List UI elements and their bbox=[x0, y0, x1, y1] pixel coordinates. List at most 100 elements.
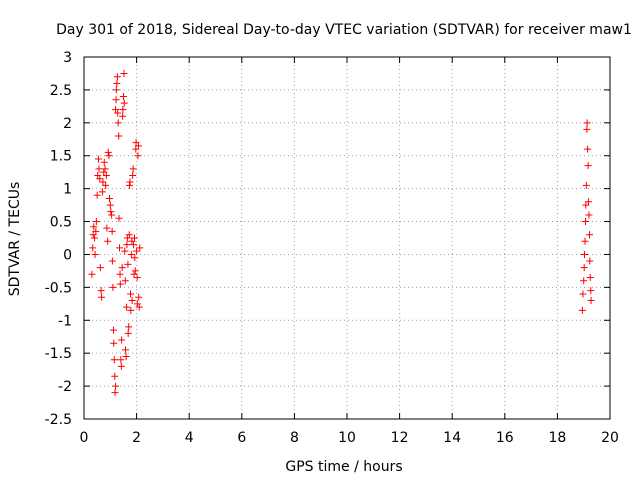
data-point bbox=[113, 79, 121, 87]
data-point bbox=[125, 323, 133, 331]
x-tick-label: 20 bbox=[601, 430, 619, 446]
data-point bbox=[586, 257, 594, 265]
data-point bbox=[102, 171, 110, 179]
data-point bbox=[98, 188, 106, 196]
data-point bbox=[114, 119, 122, 127]
data-point bbox=[133, 247, 141, 255]
data-point bbox=[133, 273, 141, 281]
data-point bbox=[131, 254, 139, 262]
y-tick-label: -1 bbox=[58, 313, 72, 329]
x-tick-label: 18 bbox=[548, 430, 566, 446]
data-point bbox=[131, 267, 139, 275]
data-point bbox=[578, 306, 586, 314]
data-point bbox=[581, 237, 589, 245]
grid-lines bbox=[84, 57, 610, 419]
data-point bbox=[95, 165, 103, 173]
x-tick-label: 12 bbox=[391, 430, 409, 446]
data-point bbox=[127, 306, 135, 314]
data-point bbox=[580, 264, 588, 272]
data-point bbox=[109, 283, 117, 291]
data-point bbox=[125, 231, 133, 239]
data-point bbox=[118, 264, 126, 272]
x-tick-label: 4 bbox=[185, 430, 194, 446]
x-tick-label: 6 bbox=[237, 430, 246, 446]
x-axis-label: GPS time / hours bbox=[285, 459, 402, 475]
data-point bbox=[584, 198, 592, 206]
data-point bbox=[123, 241, 131, 249]
x-tick-label: 16 bbox=[496, 430, 514, 446]
data-point bbox=[129, 171, 137, 179]
data-point bbox=[98, 293, 106, 301]
data-point bbox=[112, 96, 120, 104]
data-point bbox=[125, 181, 133, 189]
data-point bbox=[90, 223, 98, 231]
chart-title: Day 301 of 2018, Sidereal Day-to-day VTE… bbox=[56, 22, 632, 38]
data-point bbox=[91, 250, 99, 258]
x-tick-label: 2 bbox=[132, 430, 141, 446]
data-point bbox=[119, 92, 127, 100]
data-point bbox=[111, 372, 119, 380]
data-point bbox=[101, 165, 109, 173]
data-point bbox=[108, 257, 116, 265]
data-point bbox=[108, 227, 116, 235]
data-point bbox=[115, 132, 123, 140]
data-point bbox=[586, 273, 594, 281]
data-point bbox=[128, 297, 136, 305]
data-point bbox=[89, 244, 97, 252]
data-point bbox=[118, 336, 126, 344]
data-point bbox=[582, 181, 590, 189]
data-point bbox=[91, 234, 99, 242]
y-tick-label: 2.5 bbox=[50, 83, 72, 99]
data-point bbox=[117, 362, 125, 370]
data-point bbox=[96, 264, 104, 272]
data-point bbox=[587, 287, 595, 295]
data-point bbox=[113, 73, 121, 81]
data-point bbox=[106, 195, 114, 203]
data-point bbox=[120, 99, 128, 107]
data-point bbox=[129, 165, 137, 173]
data-point bbox=[121, 277, 129, 285]
plot-border bbox=[83, 56, 611, 420]
y-tick-label: -2 bbox=[58, 379, 72, 395]
data-point bbox=[580, 250, 588, 258]
data-point bbox=[124, 329, 132, 337]
data-point bbox=[129, 241, 137, 249]
data-point bbox=[584, 145, 592, 153]
y-tick-label: 3 bbox=[63, 50, 72, 66]
data-point bbox=[135, 293, 143, 301]
data-point bbox=[583, 119, 591, 127]
data-point bbox=[135, 303, 143, 311]
data-point bbox=[96, 175, 104, 183]
data-point bbox=[105, 152, 113, 160]
x-tick-label: 14 bbox=[443, 430, 461, 446]
data-point bbox=[92, 218, 100, 226]
data-point bbox=[112, 382, 120, 390]
data-point bbox=[123, 303, 131, 311]
y-tick-label: 0 bbox=[63, 247, 72, 263]
data-point bbox=[102, 181, 110, 189]
data-point bbox=[119, 112, 127, 120]
y-tick-label: 2 bbox=[63, 116, 72, 132]
data-points bbox=[88, 69, 595, 397]
y-tick-label: 1.5 bbox=[50, 149, 72, 165]
data-point bbox=[121, 247, 129, 255]
y-axis-label: SDTVAR / TECUs bbox=[7, 182, 23, 297]
data-point bbox=[110, 356, 118, 364]
data-point bbox=[582, 218, 590, 226]
data-point bbox=[111, 389, 119, 397]
data-point bbox=[127, 290, 135, 298]
y-tick-label: 0.5 bbox=[50, 215, 72, 231]
x-tick-label: 10 bbox=[338, 430, 356, 446]
data-point bbox=[130, 234, 138, 242]
data-point bbox=[114, 109, 122, 117]
data-point bbox=[116, 280, 124, 288]
data-point bbox=[122, 352, 130, 360]
data-point bbox=[580, 277, 588, 285]
data-point bbox=[136, 244, 144, 252]
y-tick-label: 1 bbox=[63, 182, 72, 198]
data-point bbox=[92, 227, 100, 235]
y-tick-label: -0.5 bbox=[45, 280, 72, 296]
x-tick-label: 8 bbox=[290, 430, 299, 446]
